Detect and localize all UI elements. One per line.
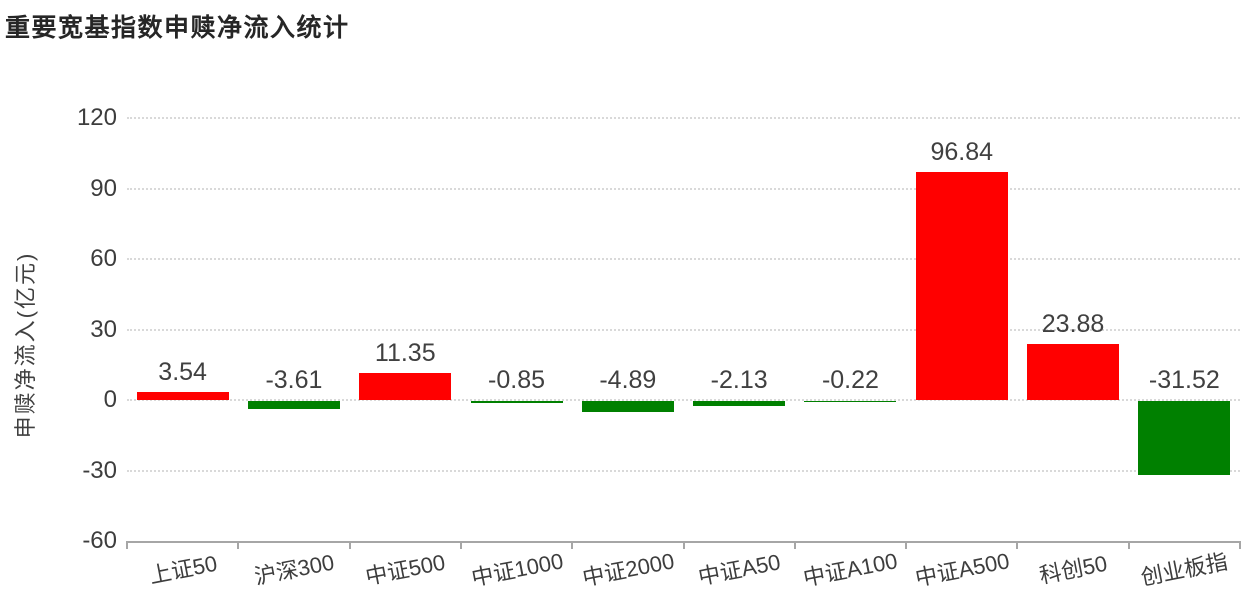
gridline-0 — [127, 399, 1240, 401]
x-axis-tick — [348, 541, 351, 549]
x-axis-tick — [1016, 541, 1019, 549]
x-axis-tick — [1239, 541, 1241, 549]
x-axis-tick — [126, 541, 128, 549]
y-tick-label-30: 30 — [90, 315, 117, 343]
x-axis-tick — [793, 541, 796, 549]
x-axis-tick — [237, 541, 240, 549]
x-axis-tick — [459, 541, 462, 549]
x-category-label: 科创50 — [1037, 550, 1110, 589]
chart-title: 重要宽基指数申赎净流入统计 — [5, 14, 350, 42]
x-category-label: 中证500 — [363, 549, 448, 590]
gridline-30 — [127, 328, 1240, 331]
y-tick-label--30: -30 — [82, 456, 117, 484]
bar-value-label: 11.35 — [374, 339, 436, 368]
bar-中证500 — [359, 373, 452, 400]
bar-中证A500 — [915, 172, 1008, 400]
bar-沪深300 — [247, 401, 340, 410]
bar-上证50 — [136, 391, 229, 400]
bar-中证2000 — [581, 401, 674, 413]
bar-value-label: -2.13 — [710, 366, 768, 394]
bar-中证A100 — [804, 401, 897, 402]
bar-创业板指 — [1138, 401, 1231, 476]
x-category-label: 沪深300 — [252, 549, 337, 590]
bar-value-label: 96.84 — [930, 138, 994, 167]
bar-value-label: 23.88 — [1041, 309, 1105, 338]
x-category-label: 中证A500 — [912, 548, 1012, 591]
gridline--30 — [127, 469, 1240, 472]
gridline-60 — [127, 258, 1240, 260]
x-axis-tick — [571, 541, 574, 549]
bar-value-label: 3.54 — [158, 357, 207, 386]
bar-value-label: -0.22 — [821, 366, 879, 394]
bar-value-label: -31.52 — [1148, 366, 1220, 394]
bar-科创50 — [1027, 343, 1120, 400]
x-category-label: 中证2000 — [580, 548, 677, 591]
y-tick-label-60: 60 — [90, 245, 117, 272]
x-category-label: 创业板指 — [1139, 548, 1231, 591]
x-axis-tick — [682, 541, 685, 549]
y-tick-label-90: 90 — [90, 174, 117, 202]
x-category-label: 中证A100 — [801, 548, 900, 591]
bar-中证1000 — [470, 401, 563, 403]
bar-value-label: -4.89 — [599, 366, 657, 394]
y-tick-label--60: -60 — [82, 527, 117, 554]
x-category-label: 中证A50 — [696, 549, 783, 590]
x-category-label: 中证1000 — [468, 548, 565, 591]
bar-value-label: -3.61 — [265, 366, 323, 394]
gridline-120 — [127, 117, 1240, 119]
x-axis-tick — [905, 541, 908, 549]
x-axis-tick — [1127, 541, 1130, 549]
y-tick-label-0: 0 — [103, 386, 117, 413]
x-category-label: 上证50 — [146, 550, 219, 589]
bar-value-label: -0.85 — [488, 366, 546, 394]
y-tick-label-120: 120 — [76, 104, 117, 131]
bar-中证A50 — [693, 401, 786, 406]
gridline-90 — [127, 187, 1240, 190]
